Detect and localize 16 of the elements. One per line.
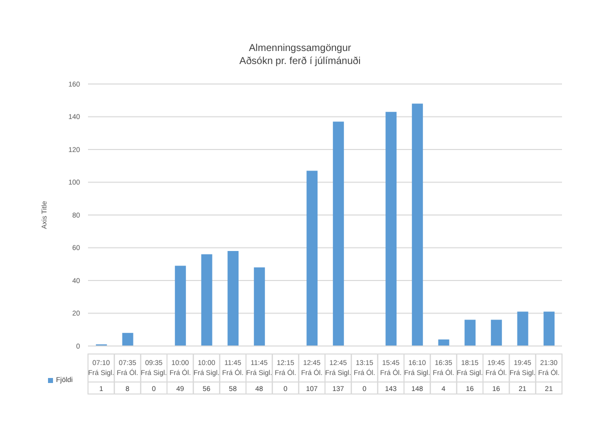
bar: [122, 332, 134, 346]
bar: [490, 320, 502, 346]
bar: [412, 104, 423, 346]
bar: [517, 312, 528, 346]
bar: [306, 170, 318, 346]
bar: [438, 339, 450, 346]
bar: [174, 266, 186, 346]
bar: [254, 267, 265, 346]
bar: [332, 122, 344, 346]
bar: [544, 312, 555, 346]
bar: [201, 254, 212, 346]
bar: [464, 320, 476, 346]
chart-subtitle: Aðsókn pr. ferð í júlímánuði: [238, 55, 362, 68]
bar: [386, 112, 397, 346]
chart-title: Almenningssamgöngur: [248, 42, 352, 55]
bar: [228, 251, 239, 346]
